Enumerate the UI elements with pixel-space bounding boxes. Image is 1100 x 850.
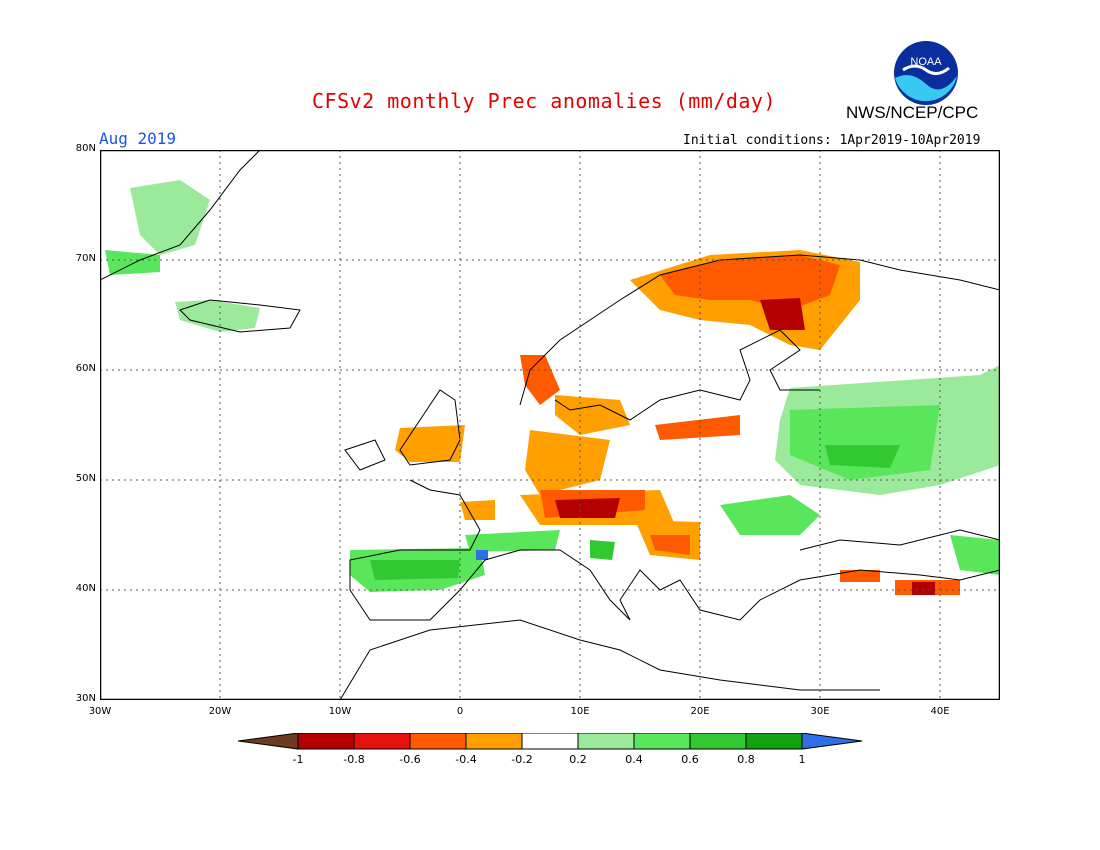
colorbar-label: -0.4: [455, 753, 476, 766]
eastern-europe-core-anomaly: [790, 405, 940, 480]
colorbar-swatch: [577, 733, 635, 750]
baltic-anomaly: [655, 415, 740, 440]
map-title: CFSv2 monthly Prec anomalies (mm/day): [312, 89, 777, 113]
precip-anomaly-map: [100, 150, 1000, 700]
balkans-red-anomaly: [650, 535, 690, 555]
colorbar-label: 0.6: [681, 753, 699, 766]
turkey-anomaly: [840, 570, 880, 582]
lon-tick-label: 10E: [570, 706, 590, 717]
iberia-blue-anomaly: [476, 550, 488, 560]
lat-tick-label: 70N: [75, 253, 96, 264]
south-scandinavia-anomaly: [555, 395, 630, 435]
colorbar-label: 0.8: [737, 753, 755, 766]
noaa-logo-text: NOAA: [910, 56, 942, 68]
map-frame: [100, 150, 1000, 700]
colorbar-low-end: [238, 733, 299, 750]
colorbar-swatch: [689, 733, 747, 750]
lat-tick-label: 60N: [75, 363, 96, 374]
lon-tick-label: 0: [456, 706, 464, 717]
colorbar-label: -0.2: [511, 753, 532, 766]
colorbar-label: -0.6: [399, 753, 420, 766]
lat-tick-label: 30N: [75, 693, 96, 704]
iberia-dark-anomaly: [370, 560, 460, 580]
france-west-anomaly: [460, 500, 495, 520]
iceland-anomaly: [175, 300, 260, 332]
lat-tick-label: 40N: [75, 583, 96, 594]
lat-tick-label: 50N: [75, 473, 96, 484]
alps-core-anomaly: [555, 498, 620, 518]
initial-conditions: Initial conditions: 1Apr2019-10Apr2019: [683, 133, 981, 148]
russia-dark-anomaly: [825, 445, 900, 468]
colorbar-swatch: [409, 733, 467, 750]
central-europe-anomaly: [525, 430, 610, 495]
colorbar-label: 0.2: [569, 753, 587, 766]
noaa-logo-icon: NOAA: [894, 41, 958, 105]
colorbar-label: -0.8: [343, 753, 364, 766]
colorbar-high-end: [801, 733, 863, 750]
colorbar-legend: -1 -0.8 -0.6 -0.4 -0.2 0.2 0.4 0.6 0.8 1: [238, 733, 863, 766]
scandinavia-core-anomaly: [760, 298, 805, 330]
greenland-anomaly: [130, 180, 210, 255]
turkey-core-anomaly: [912, 582, 935, 595]
lon-tick-label: 20E: [690, 706, 710, 717]
lon-tick-label: 20W: [208, 706, 232, 717]
colorbar-swatch: [521, 733, 579, 750]
colorbar-swatch: [297, 733, 355, 750]
lon-tick-label: 30E: [810, 706, 830, 717]
uk-anomaly: [395, 425, 465, 462]
norway-west-anomaly: [520, 355, 560, 405]
anomaly-fields: [105, 180, 1000, 595]
colorbar-swatch: [745, 733, 803, 750]
colorbar-swatch: [633, 733, 691, 750]
lon-tick-label: 30W: [88, 706, 112, 717]
agency-label: NWS/NCEP/CPC: [846, 103, 979, 122]
ukraine-anomaly: [720, 495, 820, 535]
colorbar-swatch: [465, 733, 523, 750]
colorbar-label: -1: [293, 753, 304, 766]
caucasus-anomaly: [950, 535, 1000, 575]
colorbar-label: 1: [799, 753, 806, 766]
colorbar-label: 0.4: [625, 753, 643, 766]
italy-anomaly: [590, 540, 615, 560]
greenland-south-anomaly: [105, 250, 160, 275]
lon-tick-label: 40E: [930, 706, 950, 717]
gridlines: [100, 150, 1000, 700]
lat-tick-label: 80N: [75, 143, 96, 154]
forecast-month: Aug 2019: [99, 129, 177, 148]
colorbar-swatch: [353, 733, 411, 750]
scandinavia-north-red-anomaly: [660, 255, 840, 310]
pyrenees-anomaly: [465, 530, 560, 552]
lon-tick-label: 10W: [328, 706, 352, 717]
